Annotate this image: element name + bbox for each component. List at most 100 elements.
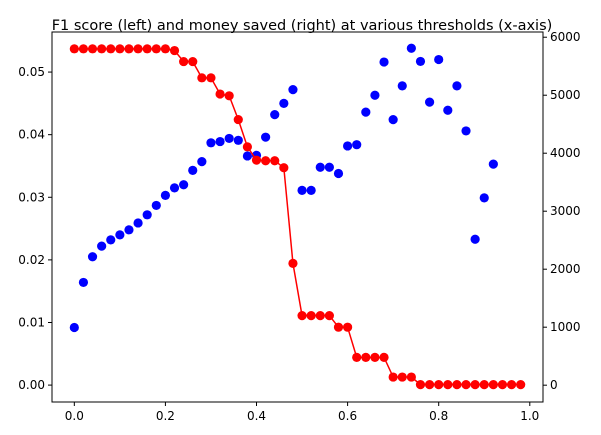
series-line	[74, 48, 521, 386]
data-point	[124, 44, 134, 54]
data-point	[242, 142, 252, 152]
data-point	[470, 234, 480, 244]
data-point	[333, 168, 344, 179]
y2-tick-label: 4000	[550, 146, 581, 160]
data-point	[233, 114, 243, 125]
data-point	[352, 352, 362, 362]
data-point	[315, 162, 325, 172]
data-point	[479, 193, 489, 203]
y2-tick-label: 6000	[550, 30, 581, 44]
data-point	[379, 352, 389, 362]
data-point	[333, 322, 344, 332]
plot-area	[69, 43, 526, 390]
y2-tick-label: 5000	[550, 88, 581, 102]
data-point	[151, 44, 161, 54]
data-point	[516, 380, 526, 390]
series-1-right	[69, 44, 526, 390]
y2-tick-label: 0	[550, 378, 558, 392]
data-point	[288, 85, 298, 95]
data-point	[352, 140, 362, 150]
data-point	[115, 230, 125, 240]
data-point	[379, 57, 389, 67]
data-point	[133, 44, 143, 54]
data-point	[452, 81, 462, 91]
data-point	[197, 156, 207, 167]
data-point	[169, 183, 180, 193]
x-tick-label: 1.0	[520, 409, 539, 423]
data-point	[151, 200, 161, 211]
data-point	[242, 151, 252, 161]
data-point	[115, 44, 125, 54]
data-point	[470, 380, 480, 390]
data-point	[506, 380, 517, 390]
x-tick-label: 0.8	[429, 409, 448, 423]
data-point	[288, 258, 298, 268]
x-axis: 0.0 0.2 0.4 0.6 0.8 1.0	[65, 402, 539, 423]
data-point	[160, 44, 171, 54]
data-point	[188, 165, 198, 175]
data-point	[87, 252, 98, 262]
data-point	[279, 98, 289, 108]
data-point	[424, 97, 435, 107]
x-tick-label: 0.2	[156, 409, 175, 423]
plot-frame	[51, 31, 544, 403]
y-tick-label: 0.05	[18, 65, 45, 79]
data-point	[388, 372, 398, 382]
data-point	[97, 44, 107, 54]
data-point	[206, 138, 216, 148]
data-point	[343, 141, 353, 151]
data-point	[133, 218, 143, 228]
series-0-left	[69, 43, 498, 333]
y2-tick-label: 3000	[550, 204, 581, 218]
data-point	[461, 380, 471, 390]
x-tick-label: 0.4	[247, 409, 266, 423]
data-point	[324, 310, 334, 321]
data-point	[179, 180, 189, 190]
data-point	[261, 132, 271, 142]
data-point	[270, 110, 280, 120]
data-point	[270, 156, 280, 166]
data-point	[78, 44, 89, 54]
data-point	[361, 107, 371, 117]
data-point	[69, 322, 79, 333]
y-axis-left: 0.00 0.01 0.02 0.03 0.04 0.05	[18, 65, 52, 392]
x-tick-label: 0.6	[338, 409, 357, 423]
data-point	[497, 380, 508, 390]
data-point	[452, 380, 462, 390]
data-point	[142, 210, 152, 220]
data-point	[406, 43, 416, 53]
data-point	[97, 241, 107, 251]
data-point	[215, 136, 225, 147]
data-point	[169, 45, 180, 56]
data-point	[388, 115, 398, 125]
data-point	[251, 155, 262, 165]
data-point	[370, 90, 380, 100]
data-point	[297, 310, 307, 321]
data-point	[434, 380, 444, 390]
data-point	[69, 44, 79, 54]
y-tick-label: 0.02	[18, 253, 45, 267]
data-point	[279, 163, 289, 173]
data-point	[370, 352, 380, 362]
data-point	[406, 372, 416, 382]
data-point	[397, 372, 407, 382]
data-point	[224, 91, 234, 101]
y-tick-label: 0.00	[18, 378, 45, 392]
data-point	[324, 162, 334, 172]
data-point	[443, 105, 453, 115]
x-tick-label: 0.0	[65, 409, 84, 423]
data-point	[188, 56, 198, 67]
y2-tick-label: 2000	[550, 262, 581, 276]
y-tick-label: 0.01	[18, 315, 45, 329]
data-point	[179, 56, 189, 67]
data-point	[297, 185, 307, 195]
data-point	[306, 310, 316, 321]
chart-title: F1 score (left) and money saved (right) …	[52, 18, 553, 34]
data-point	[142, 44, 152, 54]
data-point	[233, 135, 243, 145]
data-point	[261, 156, 271, 166]
data-point	[343, 322, 353, 332]
y-axis-right: 0 1000 2000 3000 4000 5000 6000	[543, 30, 581, 392]
data-point	[424, 380, 435, 390]
data-point	[78, 277, 89, 288]
